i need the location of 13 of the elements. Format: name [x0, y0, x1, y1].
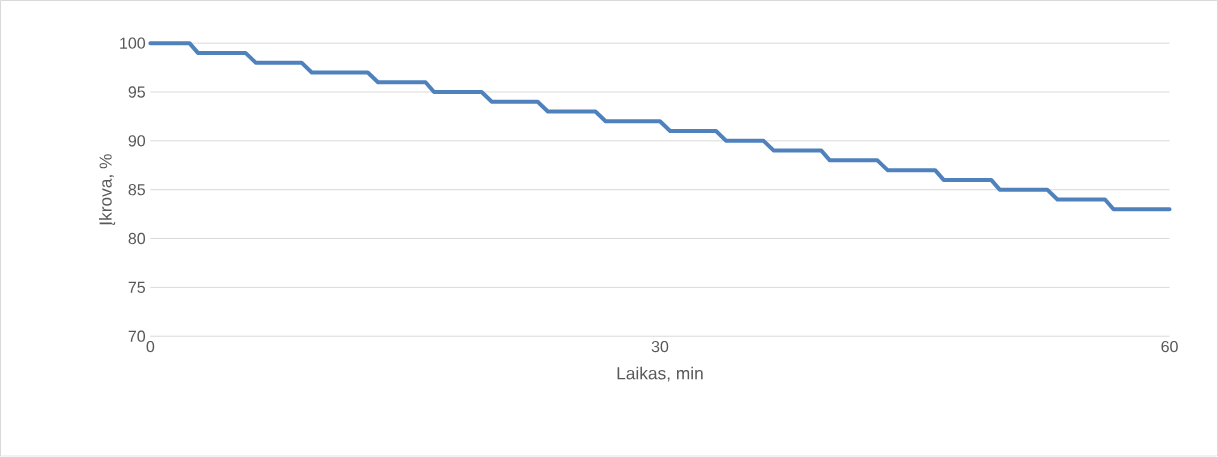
- y-tick-label: 80: [128, 233, 146, 245]
- y-tick-label: 95: [128, 86, 145, 98]
- y-tick-label: 100: [120, 37, 146, 49]
- line-series: [148, 41, 1172, 212]
- x-tick-label: 60: [1161, 341, 1178, 353]
- y-tick-label: 90: [128, 135, 146, 147]
- y-axis-title: Įkrova, %: [99, 154, 116, 226]
- y-tick-label: 85: [128, 184, 145, 196]
- y-tick-label: 75: [128, 281, 145, 294]
- y-tick-label: 70: [128, 330, 146, 343]
- x-tick-label: 30: [651, 341, 669, 353]
- x-axis-title: Laikas, min: [617, 366, 703, 382]
- x-tick-label: 0: [146, 341, 155, 353]
